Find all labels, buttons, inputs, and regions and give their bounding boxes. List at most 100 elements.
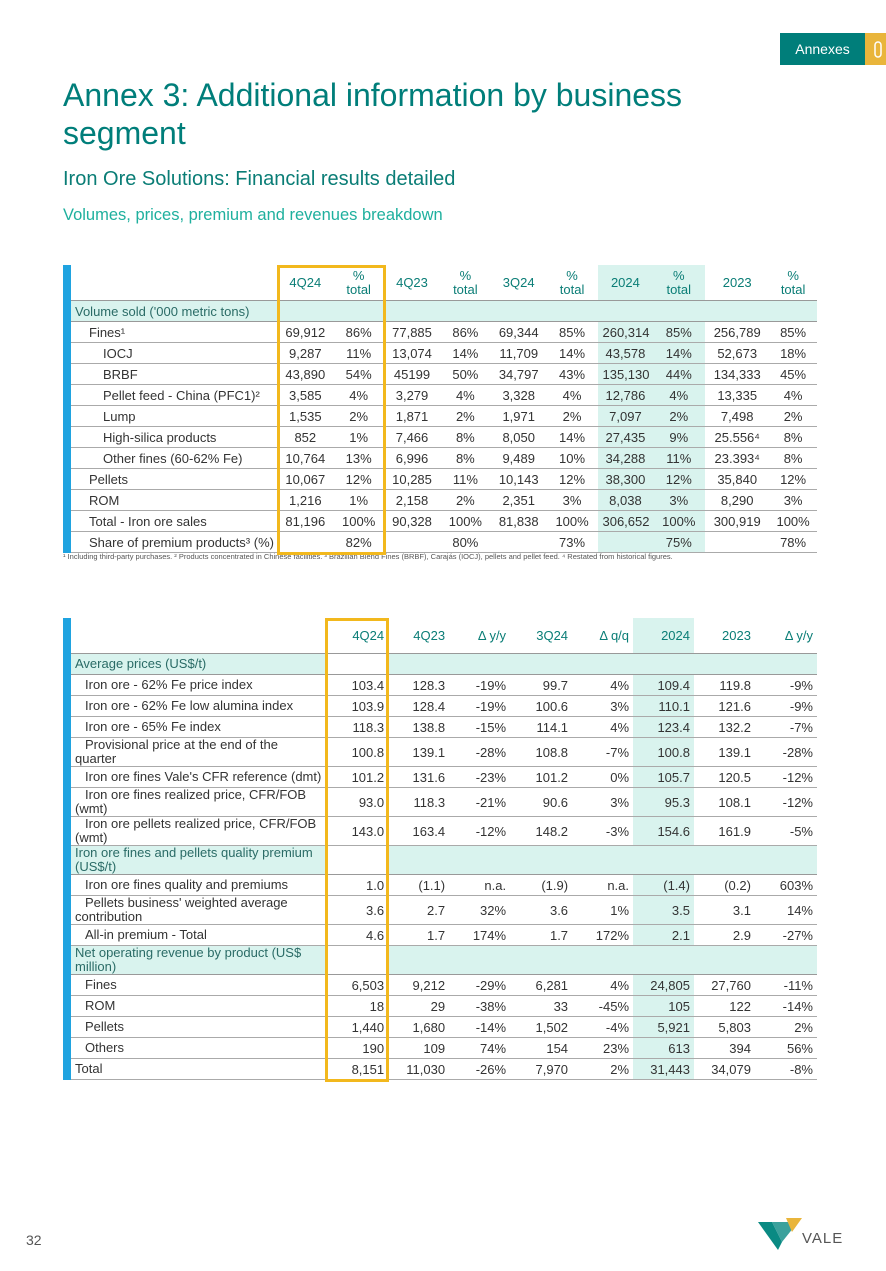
cell: 35,840 [705,468,770,490]
cell [633,845,694,875]
cell [598,300,653,322]
cell: -9% [754,695,817,717]
cell: 52,673 [705,342,770,364]
data-row: All-in premium - Total 4.6 1.7 174% 1.7 172% 2… [67,924,817,946]
cell: 1% [572,895,634,925]
cell [332,300,386,322]
cell: 100% [545,510,599,532]
cell: 85% [545,321,599,343]
data-row: Fines¹ 69,912 86% 77,885 86% 69,344 85% 260,314… [67,321,817,343]
column-header: 4Q23 [388,618,450,654]
cell: 172% [572,924,634,946]
cell: 134,333 [705,363,770,385]
column-header: 4Q23 [385,265,439,301]
row-label: Pellet feed - China (PFC1)² [67,384,279,406]
cell: 100.8 [326,737,389,767]
cell: 44% [652,363,706,385]
row-label: Others [67,1037,327,1059]
cell: 108.1 [693,787,755,817]
data-row: Pellets 10,067 12% 10,285 11% 10,143 12% 38,300… [67,468,817,490]
cell [693,653,755,675]
cell: 3,328 [491,384,546,406]
cell: 10,285 [385,468,439,490]
cell [598,531,653,553]
cell: 7,498 [705,405,770,427]
data-row: ROM 1,216 1% 2,158 2% 2,351 3% 8,038 3% 8,290 3% [67,489,817,511]
column-header: Δ y/y [449,618,511,654]
cell: 4% [652,384,706,406]
cell: 1,440 [326,1016,389,1038]
data-row: Pellets 1,440 1,680 -14% 1,502 -4% 5,921 5,803 2… [67,1016,817,1038]
cell: 8% [438,426,492,448]
cell [754,653,817,675]
cell: -15% [449,716,511,738]
row-label: Iron ore fines quality and premiums [67,874,327,896]
cell: 23.393⁴ [705,447,770,469]
cell: 23% [572,1037,634,1059]
cell [572,845,634,875]
cell [278,300,333,322]
row-label: Iron ore pellets realized price, CFR/FOB… [67,816,327,846]
cell: 3% [652,489,706,511]
cell: 1.0 [326,874,389,896]
cell: 74% [449,1037,511,1059]
cell: 100% [332,510,386,532]
row-label: Other fines (60-62% Fe) [67,447,279,469]
cell: -7% [572,737,634,767]
cell: 4.6 [326,924,389,946]
row-label: Iron ore - 62% Fe low alumina index [67,695,327,717]
logo: VALE [758,1218,848,1259]
header-cell [67,618,327,654]
cell: 85% [652,321,706,343]
cell: 114.1 [510,716,573,738]
cell: 190 [326,1037,389,1059]
cell: 119.8 [693,674,755,696]
cell: 110.1 [633,695,694,717]
cell [769,300,817,322]
cell [633,945,694,975]
cell: 109.4 [633,674,694,696]
footnote: ¹ Including third-party purchases. ² Pro… [63,552,673,561]
cell [572,653,634,675]
cell: 78% [769,531,817,553]
cell: 32% [449,895,511,925]
cell [449,845,511,875]
cell: 10,764 [278,447,333,469]
cell: (0.2) [693,874,755,896]
data-row: Lump 1,535 2% 1,871 2% 1,971 2% 7,097 2% 7,498 2% [67,405,817,427]
cell: 3% [769,489,817,511]
cell: 8,050 [491,426,546,448]
cell [326,653,389,675]
cell: 1,971 [491,405,546,427]
cell: 100% [438,510,492,532]
cell: 7,970 [510,1058,573,1080]
tab[interactable]: Annexes [780,33,865,65]
cell: 3,585 [278,384,333,406]
cell: 3.5 [633,895,694,925]
cell: 12% [769,468,817,490]
cell: 128.3 [388,674,450,696]
cell: 2% [652,405,706,427]
cell [491,531,546,553]
data-row: Other fines (60-62% Fe) 10,764 13% 6,996 8% 9… [67,447,817,469]
cell: 105.7 [633,766,694,788]
data-row: Iron ore fines realized price, CFR/FOB (… [67,787,817,817]
row-label: Share of premium products³ (%) [67,531,279,553]
cell: -28% [754,737,817,767]
section-row: Net operating revenue by product (US$ mi… [67,945,817,975]
column-header: 2024 [598,265,653,301]
cell [388,845,450,875]
cell: 6,996 [385,447,439,469]
cell: 128.4 [388,695,450,717]
cell: 6,281 [510,974,573,996]
cell: 163.4 [388,816,450,846]
logo-text: VALE [802,1230,844,1247]
cell: -7% [754,716,817,738]
cell: 2% [545,405,599,427]
cell: 4% [332,384,386,406]
cell: 27,760 [693,974,755,996]
cell: 105 [633,995,694,1017]
cell: 85% [769,321,817,343]
row-label: Total [67,1058,327,1080]
data-row: Pellets business' weighted average contr… [67,895,817,925]
